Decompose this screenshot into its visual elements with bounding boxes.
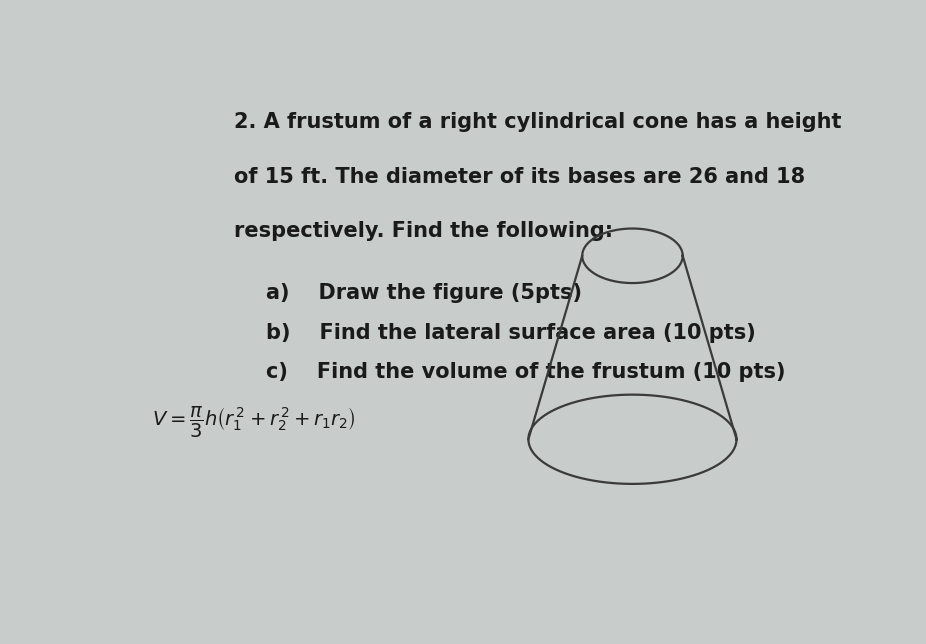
- Text: c)    Find the volume of the frustum (10 pts): c) Find the volume of the frustum (10 pt…: [267, 363, 786, 383]
- Text: respectively. Find the following:: respectively. Find the following:: [234, 221, 613, 241]
- Text: 2. A frustum of a right cylindrical cone has a height: 2. A frustum of a right cylindrical cone…: [234, 112, 842, 132]
- Text: b)    Find the lateral surface area (10 pts): b) Find the lateral surface area (10 pts…: [267, 323, 757, 343]
- Text: $V= \dfrac{\pi}{3} h \left( r_1^{\,2} + r_2^{\,2} + r_1 r_2 \right)$: $V= \dfrac{\pi}{3} h \left( r_1^{\,2} + …: [152, 404, 356, 440]
- Text: of 15 ft. The diameter of its bases are 26 and 18: of 15 ft. The diameter of its bases are …: [234, 167, 806, 187]
- Text: a)    Draw the figure (5pts): a) Draw the figure (5pts): [267, 283, 582, 303]
